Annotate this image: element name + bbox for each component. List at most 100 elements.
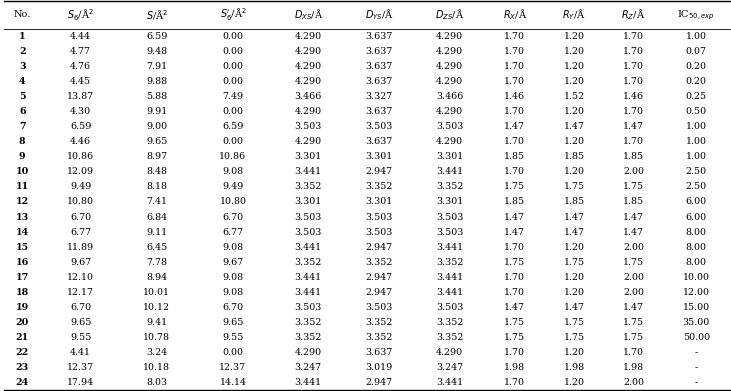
Text: 3.301: 3.301 [295, 197, 322, 206]
Text: 1.85: 1.85 [623, 152, 644, 161]
Text: 9.55: 9.55 [70, 333, 91, 342]
Text: 6.59: 6.59 [222, 122, 243, 131]
Text: 1.70: 1.70 [504, 137, 526, 146]
Text: 9.08: 9.08 [222, 273, 243, 282]
Text: 10: 10 [15, 167, 29, 176]
Text: 2.00: 2.00 [623, 167, 644, 176]
Text: 1.75: 1.75 [504, 183, 526, 192]
Text: 10.01: 10.01 [143, 288, 170, 297]
Text: 1.75: 1.75 [564, 333, 585, 342]
Text: 3.637: 3.637 [366, 107, 393, 116]
Text: 3.466: 3.466 [295, 92, 322, 101]
Text: 4.290: 4.290 [295, 32, 322, 41]
Text: 3.441: 3.441 [436, 167, 463, 176]
Text: 3.441: 3.441 [436, 378, 463, 387]
Text: 1.47: 1.47 [504, 303, 526, 312]
Text: 3.327: 3.327 [366, 92, 393, 101]
Text: 1.85: 1.85 [504, 197, 526, 206]
Text: 3.503: 3.503 [366, 213, 393, 222]
Text: 3.466: 3.466 [436, 92, 463, 101]
Text: 1.75: 1.75 [623, 318, 644, 327]
Text: 2.50: 2.50 [686, 183, 707, 192]
Text: 8: 8 [19, 137, 26, 146]
Text: 22: 22 [15, 348, 29, 357]
Text: 3.637: 3.637 [366, 62, 393, 71]
Text: 23: 23 [15, 363, 29, 372]
Text: 12.37: 12.37 [67, 363, 94, 372]
Text: 4.290: 4.290 [436, 47, 463, 56]
Text: 0.20: 0.20 [686, 62, 707, 71]
Text: 4: 4 [19, 77, 26, 86]
Text: 9.08: 9.08 [222, 288, 243, 297]
Text: 1.70: 1.70 [504, 273, 526, 282]
Text: 8.94: 8.94 [146, 273, 167, 282]
Text: 1.85: 1.85 [504, 152, 526, 161]
Text: 1.47: 1.47 [504, 122, 526, 131]
Text: 4.290: 4.290 [295, 62, 322, 71]
Text: 1.70: 1.70 [504, 32, 526, 41]
Text: 9: 9 [19, 152, 26, 161]
Text: 13.87: 13.87 [67, 92, 94, 101]
Text: 1.98: 1.98 [504, 363, 526, 372]
Text: 3.441: 3.441 [436, 243, 463, 252]
Text: 1.20: 1.20 [564, 288, 585, 297]
Text: 10.78: 10.78 [143, 333, 170, 342]
Text: 8.48: 8.48 [146, 167, 167, 176]
Text: 1.20: 1.20 [564, 137, 585, 146]
Text: 12.09: 12.09 [67, 167, 94, 176]
Text: 7.91: 7.91 [146, 62, 167, 71]
Text: 3.503: 3.503 [436, 228, 463, 237]
Text: 2.00: 2.00 [623, 243, 644, 252]
Text: 3.637: 3.637 [366, 348, 393, 357]
Text: 9.65: 9.65 [146, 137, 167, 146]
Text: 2.947: 2.947 [366, 288, 393, 297]
Text: 4.290: 4.290 [436, 62, 463, 71]
Text: 1.20: 1.20 [564, 107, 585, 116]
Text: 3.441: 3.441 [436, 273, 463, 282]
Text: 3.019: 3.019 [366, 363, 393, 372]
Text: $R_Y$/Å: $R_Y$/Å [562, 7, 586, 22]
Text: -: - [694, 363, 698, 372]
Text: 1.70: 1.70 [623, 77, 644, 86]
Text: 1.46: 1.46 [623, 92, 644, 101]
Text: 0.20: 0.20 [686, 77, 707, 86]
Text: 1.70: 1.70 [623, 62, 644, 71]
Text: 1.85: 1.85 [564, 197, 585, 206]
Text: 24: 24 [15, 378, 29, 387]
Text: 10.86: 10.86 [67, 152, 94, 161]
Text: 4.290: 4.290 [436, 77, 463, 86]
Text: 14: 14 [15, 228, 29, 237]
Text: 12: 12 [15, 197, 29, 206]
Text: 3.352: 3.352 [366, 183, 393, 192]
Text: 3.301: 3.301 [366, 197, 393, 206]
Text: 1.47: 1.47 [623, 122, 644, 131]
Text: 1.47: 1.47 [564, 213, 585, 222]
Text: 6.70: 6.70 [222, 303, 243, 312]
Text: $D_{YS}$/Å: $D_{YS}$/Å [365, 7, 393, 22]
Text: 11: 11 [15, 183, 29, 192]
Text: 1.20: 1.20 [564, 77, 585, 86]
Text: 4.46: 4.46 [70, 137, 91, 146]
Text: 8.03: 8.03 [146, 378, 167, 387]
Text: No.: No. [14, 10, 31, 19]
Text: 2.947: 2.947 [366, 273, 393, 282]
Text: 6.59: 6.59 [146, 32, 167, 41]
Text: 3.352: 3.352 [295, 183, 322, 192]
Text: 4.290: 4.290 [295, 107, 322, 116]
Text: 3.441: 3.441 [295, 378, 322, 387]
Text: 8.18: 8.18 [146, 183, 167, 192]
Text: 1.20: 1.20 [564, 378, 585, 387]
Text: 1.70: 1.70 [623, 32, 644, 41]
Text: 0.00: 0.00 [222, 77, 243, 86]
Text: 14.14: 14.14 [219, 378, 246, 387]
Text: 21: 21 [15, 333, 29, 342]
Text: 7: 7 [19, 122, 26, 131]
Text: 1.75: 1.75 [564, 183, 585, 192]
Text: 9.48: 9.48 [146, 47, 167, 56]
Text: 1.47: 1.47 [623, 228, 644, 237]
Text: 3.637: 3.637 [366, 77, 393, 86]
Text: 1.47: 1.47 [564, 122, 585, 131]
Text: 2.947: 2.947 [366, 378, 393, 387]
Text: 4.290: 4.290 [295, 137, 322, 146]
Text: 12.17: 12.17 [67, 288, 94, 297]
